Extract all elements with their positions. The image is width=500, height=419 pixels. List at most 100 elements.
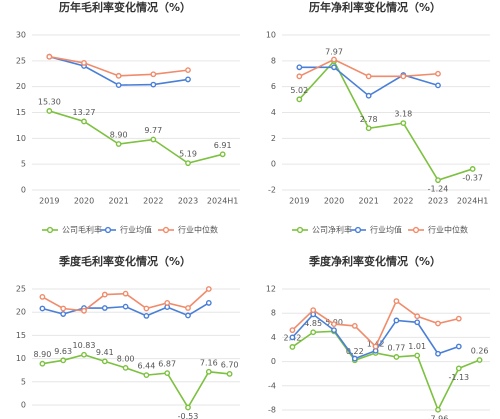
- data-point: [205, 300, 212, 306]
- data-point: [81, 351, 87, 358]
- data-point: [101, 291, 108, 298]
- data-point: [455, 343, 462, 350]
- data-point: [296, 96, 303, 103]
- data-point: [414, 319, 421, 326]
- data-point: [435, 82, 441, 89]
- legend-marker: [46, 226, 54, 234]
- data-point: [310, 307, 317, 314]
- data-point: [289, 327, 296, 334]
- y-tick-label: 30: [16, 31, 26, 40]
- data-label: 9.63: [54, 347, 72, 356]
- y-tick-label: 10: [16, 354, 26, 363]
- data-point: [143, 305, 150, 312]
- data-label: 15.30: [38, 97, 61, 106]
- data-label: -1.24: [428, 185, 449, 194]
- data-point: [476, 357, 483, 363]
- legend-label: 行业中位数: [178, 225, 218, 235]
- y-tick-label: 6: [271, 82, 276, 91]
- data-point: [289, 344, 296, 350]
- data-point: [435, 406, 441, 413]
- data-label: 6.44: [137, 362, 155, 371]
- data-point: [150, 81, 157, 88]
- data-point: [164, 370, 171, 377]
- x-tick-label: 2021: [358, 197, 378, 206]
- data-label: 0.26: [471, 347, 489, 356]
- data-point: [122, 303, 129, 310]
- y-tick-label: 15: [16, 108, 26, 117]
- y-tick-label: 25: [16, 285, 26, 294]
- data-point: [122, 290, 129, 297]
- data-point: [331, 64, 337, 71]
- y-tick-label: 0: [21, 186, 26, 195]
- data-label: 2.78: [360, 115, 378, 124]
- data-point: [60, 311, 67, 317]
- x-tick-label: 2021: [108, 197, 128, 206]
- data-point: [81, 60, 87, 66]
- legend-label: 行业均值: [370, 225, 402, 235]
- series-line: [299, 66, 439, 97]
- data-point: [46, 108, 53, 114]
- x-tick-label: 2022: [143, 197, 163, 206]
- y-tick-label: 25: [16, 56, 26, 65]
- data-label: 7.97: [325, 48, 343, 57]
- series-line: [298, 59, 473, 182]
- data-point: [351, 355, 358, 362]
- y-tick-label: 5: [21, 377, 26, 386]
- data-point: [122, 364, 129, 371]
- data-point: [39, 293, 46, 300]
- data-label: -7.96: [428, 414, 449, 419]
- data-point: [435, 70, 441, 77]
- legend-label: 公司净利率: [312, 225, 352, 235]
- data-point: [393, 298, 400, 304]
- data-label: 6.70: [221, 360, 239, 369]
- data-point: [455, 365, 462, 372]
- x-tick-label: 2023: [428, 197, 448, 206]
- data-point: [365, 92, 372, 99]
- y-tick-label: 4: [271, 333, 276, 342]
- x-tick-label: 2020: [324, 197, 344, 206]
- data-label: 8.90: [33, 350, 51, 359]
- data-label: 10.83: [73, 341, 96, 350]
- data-label: 3.18: [394, 110, 412, 119]
- data-point: [372, 343, 379, 350]
- legend-label: 行业均值: [120, 225, 152, 235]
- data-point: [185, 312, 191, 319]
- data-label: 5.02: [290, 86, 308, 95]
- data-point: [205, 368, 212, 375]
- legend-marker: [412, 226, 420, 234]
- data-point: [143, 372, 150, 379]
- data-label: 0.77: [387, 343, 405, 352]
- y-tick-label: 15: [16, 331, 26, 340]
- legend-marker: [354, 226, 362, 234]
- series-line: [42, 353, 230, 410]
- data-point: [435, 320, 441, 327]
- data-point: [393, 317, 400, 324]
- data-label: 1.01: [408, 342, 426, 351]
- data-point: [185, 67, 191, 74]
- x-tick-label: 2023: [178, 197, 198, 206]
- data-point: [365, 125, 372, 132]
- data-point: [185, 305, 191, 311]
- y-tick-label: -8: [268, 406, 276, 415]
- y-tick-label: 20: [16, 308, 26, 317]
- data-point: [60, 357, 67, 364]
- y-tick-label: 20: [16, 82, 26, 91]
- data-point: [400, 73, 407, 80]
- legend-label: 公司毛利率: [62, 225, 102, 235]
- data-point: [81, 307, 87, 314]
- data-point: [39, 360, 46, 367]
- data-label: 0.22: [346, 347, 364, 356]
- data-label: -1.13: [448, 373, 469, 382]
- y-tick-label: 2: [271, 134, 276, 143]
- x-tick-label: 2022: [393, 197, 413, 206]
- data-point: [400, 120, 407, 126]
- data-point: [469, 166, 476, 172]
- data-label: 5.19: [179, 150, 197, 159]
- x-tick-label: 2024H1: [207, 197, 238, 206]
- y-tick-label: 12: [266, 285, 276, 294]
- data-point: [150, 136, 157, 143]
- data-point: [331, 321, 337, 327]
- y-tick-label: -2: [268, 186, 276, 195]
- data-label: 4.85: [304, 319, 322, 328]
- chart-title: 季度毛利率变化情况（%）: [58, 254, 191, 268]
